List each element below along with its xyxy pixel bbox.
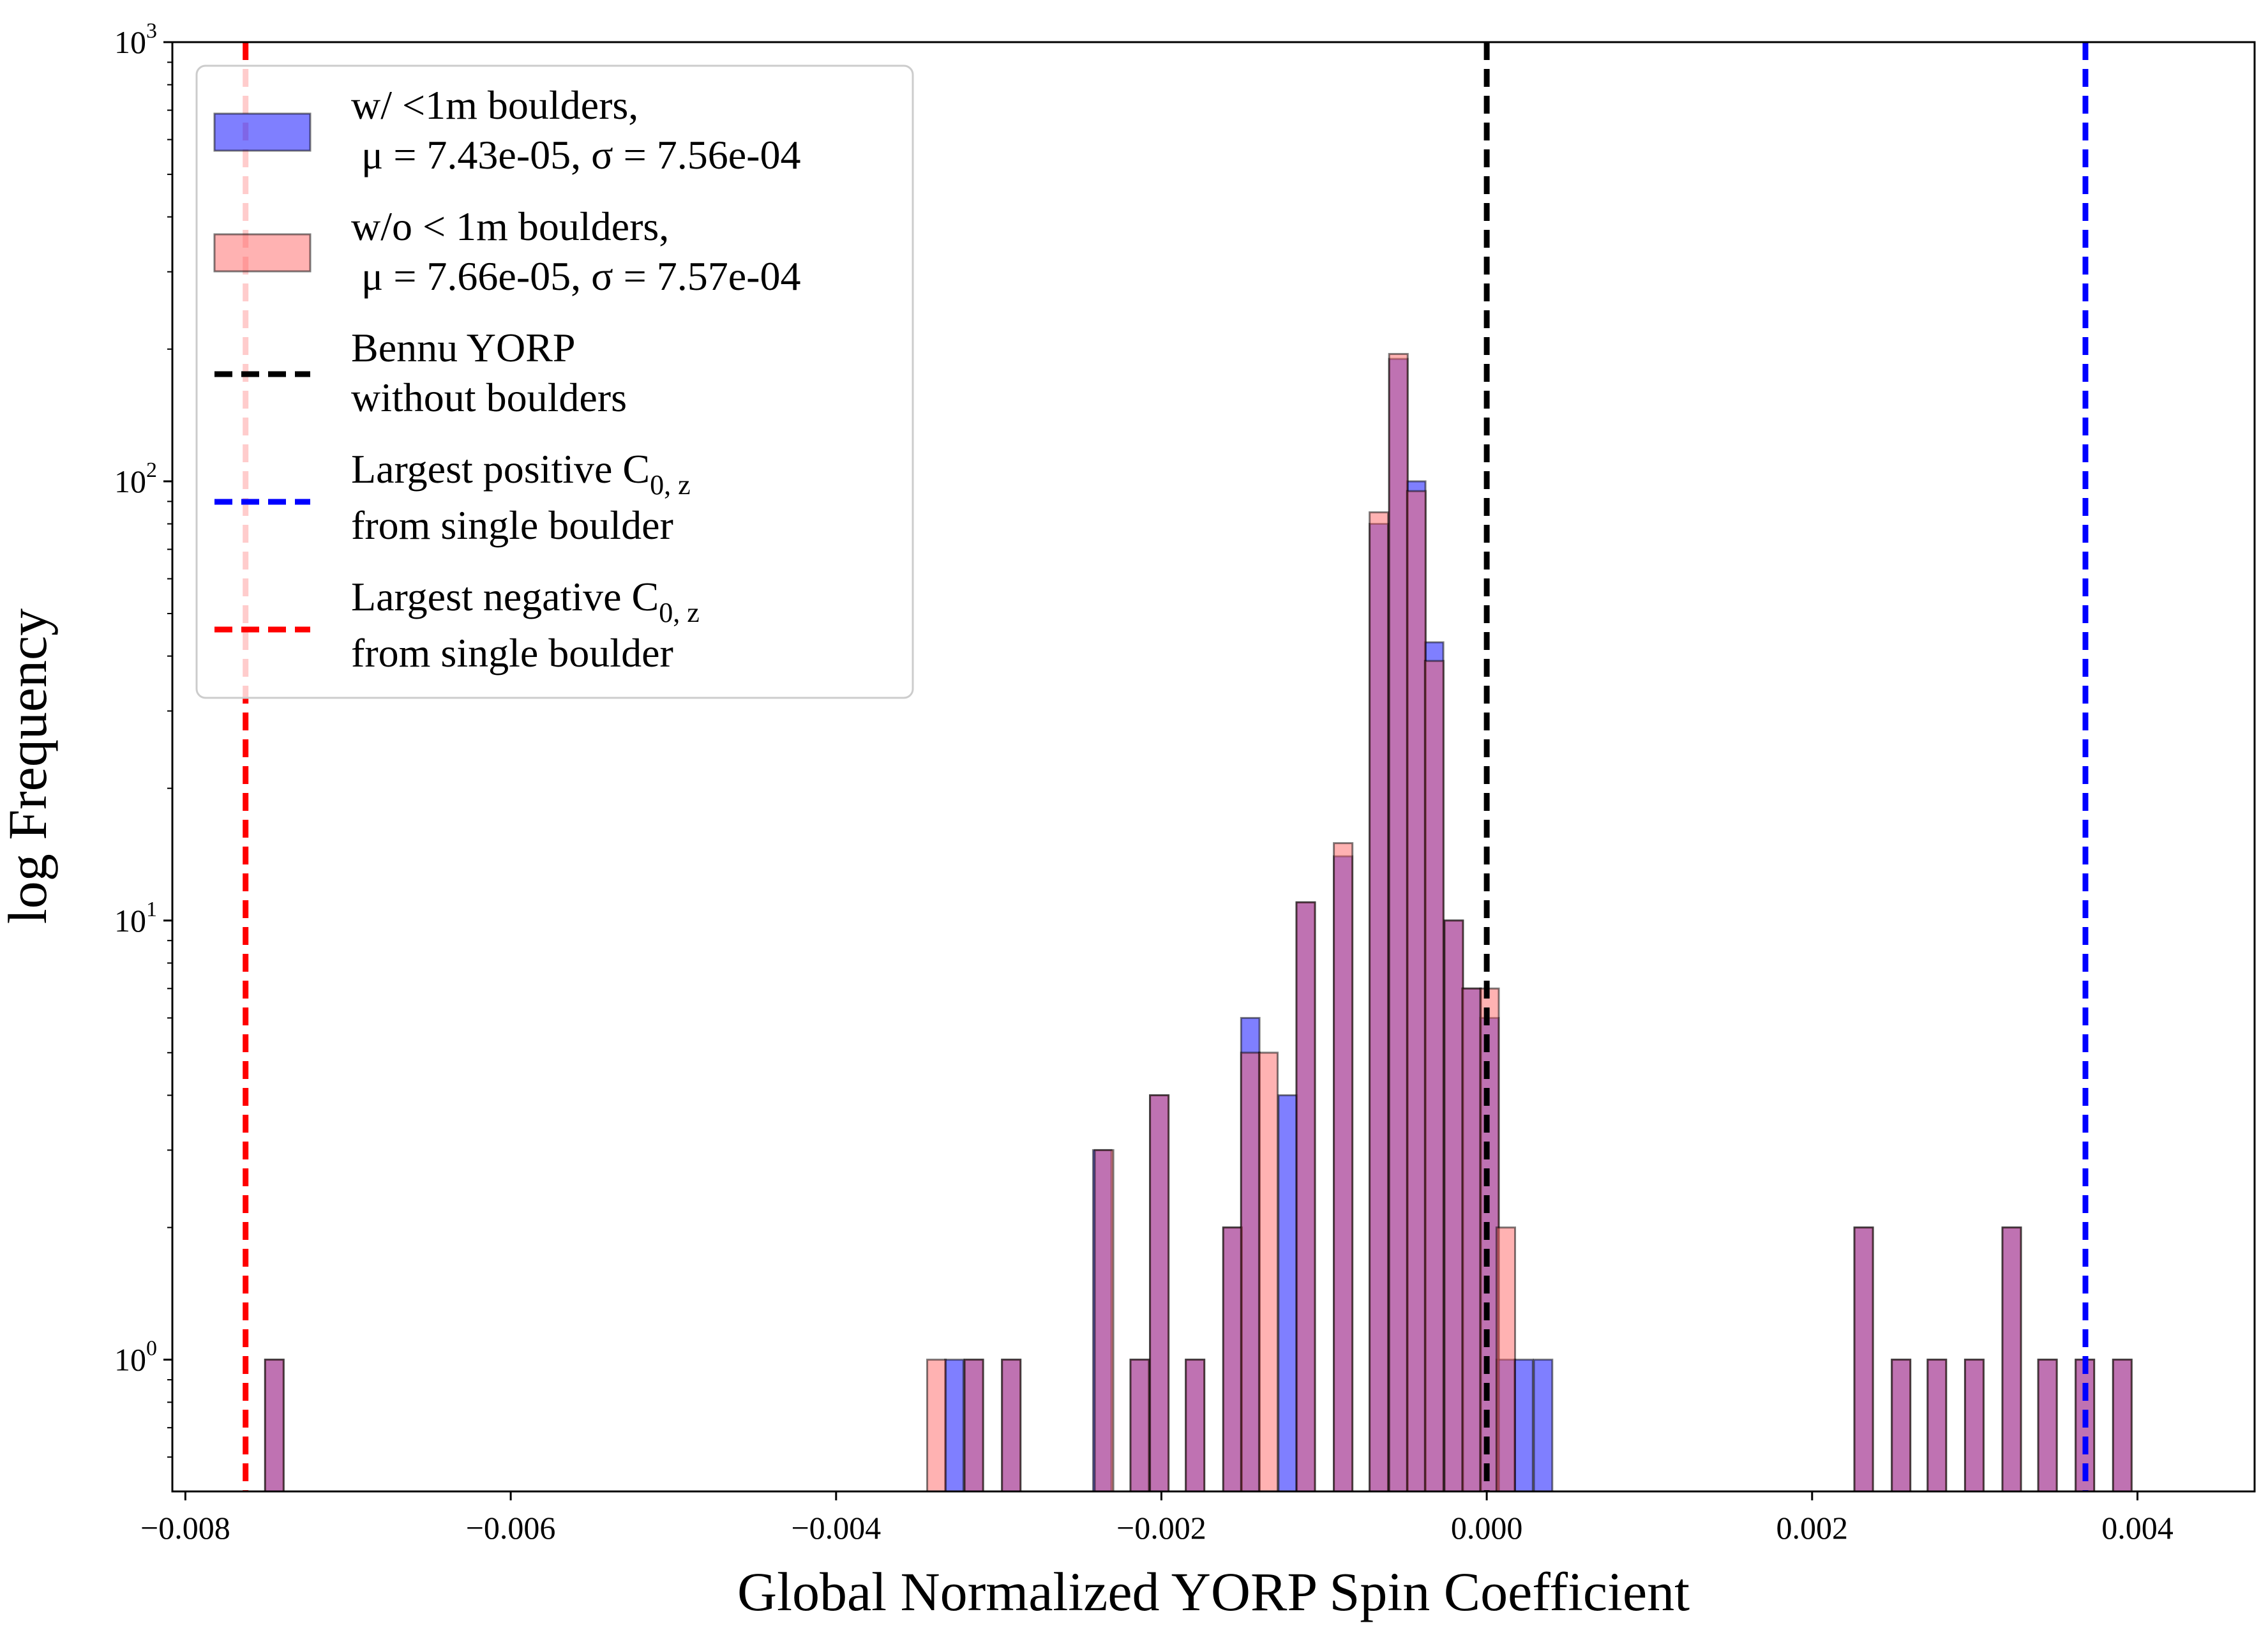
bar-without xyxy=(1891,1359,1912,1493)
x-tick-label: 0.000 xyxy=(1451,1510,1523,1546)
legend-label-largest-negative-line1: Largest negative C0, z xyxy=(351,574,700,628)
bar-without xyxy=(1258,1052,1279,1493)
bar-without xyxy=(1093,1149,1115,1493)
x-tick-label: −0.008 xyxy=(140,1510,230,1546)
x-axis: −0.008 −0.006 −0.004 −0.002 0.000 0.002 0.004 xyxy=(140,1491,2174,1546)
bar-without xyxy=(2112,1359,2133,1493)
bar-without xyxy=(1240,1052,1261,1493)
legend-label-with-boulders-line2: μ = 7.43e-05, σ = 7.56e-04 xyxy=(351,132,800,177)
y-tick-label: 100 xyxy=(114,1337,157,1378)
x-tick-label: −0.004 xyxy=(791,1510,881,1546)
x-tick-label: 0.002 xyxy=(1776,1510,1849,1546)
legend-label-largest-positive-line2: from single boulder xyxy=(351,502,673,548)
bar-with xyxy=(1533,1359,1554,1493)
bar-without xyxy=(1333,842,1354,1493)
bar-without xyxy=(1185,1359,1206,1493)
bar-with xyxy=(1513,1359,1534,1493)
bar-without xyxy=(1001,1359,1022,1493)
bars-layer xyxy=(264,352,2133,1493)
legend: w/ <1m boulders, μ = 7.43e-05, σ = 7.56e… xyxy=(195,64,914,699)
bar-without xyxy=(2001,1226,2022,1493)
legend-label-largest-positive-line1: Largest positive C0, z xyxy=(351,446,691,501)
legend-label-bennu-line1: Bennu YORP xyxy=(351,325,575,370)
legend-label-bennu-line2: without boulders xyxy=(351,375,627,420)
y-tick-label: 102 xyxy=(114,458,157,499)
legend-swatch-with-boulders xyxy=(213,112,312,152)
legend-label-without-boulders-line2: μ = 7.66e-05, σ = 7.57e-04 xyxy=(351,253,800,299)
legend-label-without-boulders-line1: w/o < 1m boulders, xyxy=(351,204,669,249)
bar-without xyxy=(1443,919,1464,1493)
bar-without xyxy=(1926,1359,1948,1493)
bar-without xyxy=(1853,1226,1874,1493)
bar-without xyxy=(963,1359,984,1493)
y-tick-label: 101 xyxy=(114,898,157,939)
bar-without xyxy=(1461,987,1482,1493)
bar-with xyxy=(944,1359,965,1493)
bar-without xyxy=(1222,1226,1243,1493)
bar-without xyxy=(1495,1226,1516,1493)
bar-without xyxy=(926,1359,947,1493)
bar-without xyxy=(2037,1359,2058,1493)
plot-frame xyxy=(171,41,2256,1493)
y-axis: 100 101 102 103 xyxy=(114,19,172,1458)
bar-without xyxy=(1295,901,1316,1493)
bar-without xyxy=(264,1359,285,1493)
bar-without xyxy=(1369,511,1390,1493)
bar-without xyxy=(1964,1359,1985,1493)
x-axis-title: Global Normalized YORP Spin Coefficient xyxy=(737,1561,1690,1622)
y-tick-label: 103 xyxy=(114,19,157,60)
legend-label-with-boulders-line1: w/ <1m boulders, xyxy=(351,82,638,128)
x-tick-label: −0.006 xyxy=(466,1510,556,1546)
legend-swatch-without-boulders xyxy=(213,233,312,273)
bar-without xyxy=(1129,1359,1150,1493)
bar-without xyxy=(1149,1094,1170,1493)
bar-with xyxy=(1277,1094,1298,1493)
y-axis-title: log Frequency xyxy=(0,608,58,924)
bar-without xyxy=(1423,660,1445,1493)
x-tick-label: 0.004 xyxy=(2101,1510,2174,1546)
x-tick-label: −0.002 xyxy=(1116,1510,1206,1546)
legend-box xyxy=(195,64,914,699)
legend-label-largest-negative-line2: from single boulder xyxy=(351,630,673,675)
bar-without xyxy=(1406,490,1427,1493)
bar-without xyxy=(1388,352,1409,1493)
